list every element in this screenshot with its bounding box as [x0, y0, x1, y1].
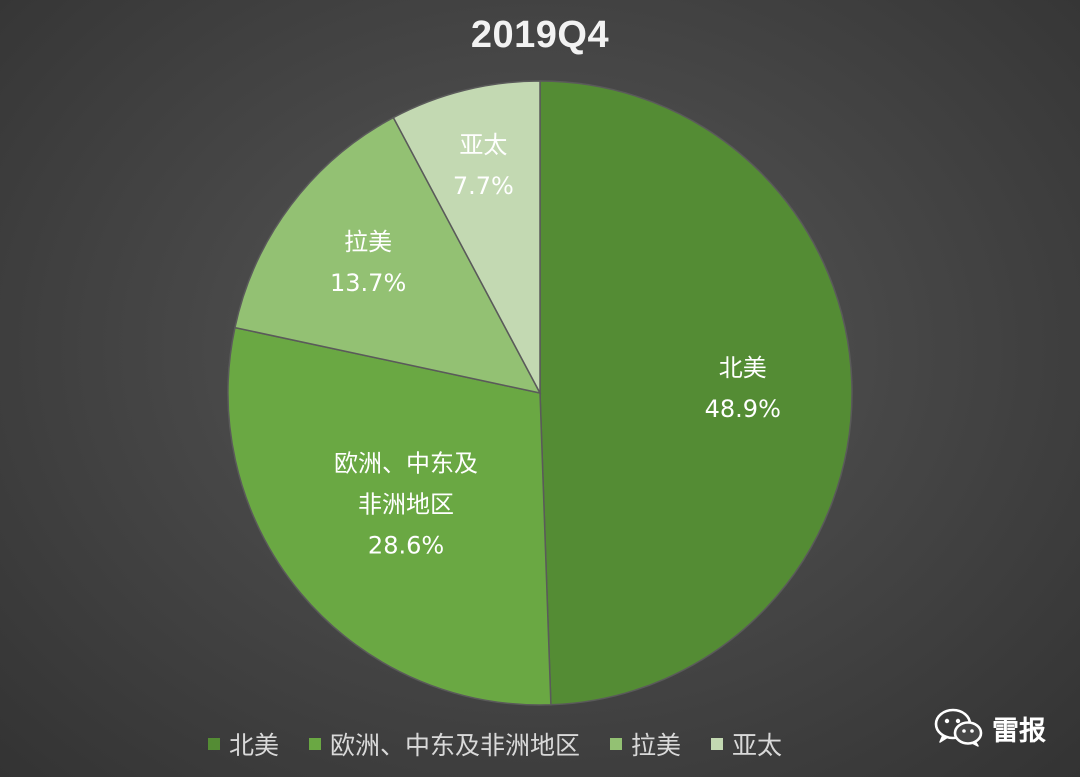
slice-label-value: 13.7% [330, 269, 407, 298]
label-latin-america: 拉美 13.7% [330, 222, 406, 304]
legend-item-latin-america: 拉美 [610, 726, 681, 762]
chart-title: 2019Q4 [470, 14, 610, 56]
slice-label-name: 非洲地区 [358, 490, 455, 519]
slice-label-value: 7.7% [452, 171, 514, 200]
legend: 北美 欧洲、中东及非洲地区 拉美 亚太 [208, 724, 782, 764]
legend-swatch [610, 738, 623, 750]
legend-swatch [208, 738, 220, 750]
legend-label: 亚太 [732, 731, 783, 760]
slice-label-value: 48.9% [704, 395, 781, 424]
slice-emea [227, 326, 552, 706]
legend-label: 北美 [229, 731, 280, 760]
slice-label-value: 28.6% [367, 531, 445, 560]
slice-label-name: 拉美 [344, 228, 393, 257]
watermark-text: 雷报 [992, 715, 1046, 747]
label-north-america: 北美 48.9% [705, 348, 781, 430]
watermark: 雷报 [934, 708, 1046, 748]
legend-label: 欧洲、中东及非洲地区 [330, 731, 581, 760]
legend-swatch [711, 738, 724, 750]
legend-item-north-america: 北美 [208, 726, 279, 762]
slice-asia-pacific [392, 80, 541, 394]
slice-label-name: 亚太 [459, 130, 508, 159]
legend-label: 拉美 [631, 731, 682, 760]
label-asia-pacific: 亚太 7.7% [453, 125, 514, 207]
slice-label-name: 北美 [718, 354, 767, 383]
wechat-icon [934, 708, 983, 747]
legend-item-emea: 欧洲、中东及非洲地区 [309, 726, 580, 762]
slice-label-name: 欧洲、中东及 [334, 449, 479, 478]
legend-item-asia-pacific: 亚太 [711, 726, 782, 762]
label-emea: 欧洲、中东及 非洲地区 28.6% [334, 444, 478, 567]
legend-swatch [309, 738, 322, 750]
slice-latin-america [234, 116, 542, 395]
slice-north-america [539, 80, 853, 706]
